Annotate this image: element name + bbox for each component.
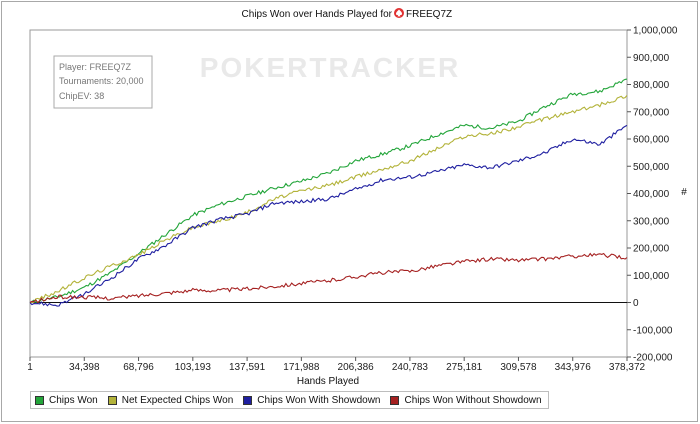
y-tick-label: 400,000 [633, 189, 670, 200]
x-tick-label: 378,372 [609, 362, 646, 373]
legend-label: Chips Won With Showdown [257, 394, 381, 406]
legend-label: Chips Won [49, 394, 98, 406]
x-tick-label: 343,976 [555, 362, 592, 373]
legend-swatch [243, 395, 253, 405]
y-axis-title: # [681, 187, 687, 198]
legend-item: Chips Won With Showdown [243, 395, 380, 406]
y-tick-label: -100,000 [633, 325, 673, 336]
x-tick-label: 206,386 [338, 362, 375, 373]
legend-item: Chips Won [35, 395, 98, 406]
legend-item: Chips Won Without Showdown [390, 394, 542, 406]
legend-label: Chips Won Without Showdown [404, 394, 542, 406]
x-tick-label: 34,398 [69, 362, 100, 373]
legend-swatch [390, 395, 400, 405]
series-line [29, 124, 628, 307]
chart-title-prefix: Chips Won over Hands Played for [242, 9, 393, 20]
info-player: Player: FREEQ7Z [59, 62, 132, 72]
series-line [29, 95, 628, 304]
chart-title-player: FREEQ7Z [406, 9, 452, 20]
legend: Chips Won Net Expected Chips Won Chips Won… [30, 391, 549, 409]
y-tick-label: 500,000 [633, 162, 670, 173]
y-tick-label: 900,000 [633, 53, 670, 64]
y-tick-label: -200,000 [633, 353, 673, 364]
info-tournaments: Tournaments: 20,000 [59, 76, 144, 86]
x-tick-label: 171,988 [283, 362, 320, 373]
info-chipev: ChipEV: 38 [59, 91, 104, 101]
x-tick-label: 137,591 [229, 362, 266, 373]
y-tick-label: 800,000 [633, 80, 670, 91]
watermark-logo: POKERTRACKER [200, 52, 460, 83]
y-tick-label: 100,000 [633, 271, 670, 282]
x-axis-title: Hands Played [297, 376, 359, 387]
y-tick-label: 0 [633, 298, 639, 309]
chart-title: Chips Won over Hands Played for FREEQ7Z [242, 8, 452, 20]
series-line [29, 252, 628, 304]
series-line [29, 78, 628, 304]
x-tick-label: 309,578 [500, 362, 537, 373]
y-tick-label: 1,000,000 [633, 26, 678, 37]
y-tick-label: 700,000 [633, 107, 670, 118]
legend-swatch [35, 395, 44, 405]
x-tick-label: 275,181 [446, 362, 483, 373]
y-tick-label: 300,000 [633, 216, 670, 227]
series-lines [29, 78, 628, 307]
x-axis: 1 34,398 68,796 103,193 137,591 171,988 206,38… [27, 357, 646, 373]
pokerstars-spade-icon [394, 8, 404, 18]
info-box-frame [53, 55, 153, 109]
x-tick-label: 1 [27, 362, 33, 373]
legend-item: Net Expected Chips Won [107, 394, 234, 406]
x-tick-label: 103,193 [175, 362, 212, 373]
info-box: Player: FREEQ7Z Tournaments: 20,000 Chip… [53, 55, 153, 109]
y-tick-label: 600,000 [633, 135, 670, 146]
x-tick-label: 68,796 [123, 362, 154, 373]
legend-swatch [107, 395, 117, 405]
y-axis: 1,000,000 900,000 800,000 700,000 600,000 500… [627, 26, 678, 364]
x-tick-label: 240,783 [392, 362, 429, 373]
y-tick-label: 200,000 [633, 244, 670, 255]
legend-label: Net Expected Chips Won [121, 394, 234, 406]
